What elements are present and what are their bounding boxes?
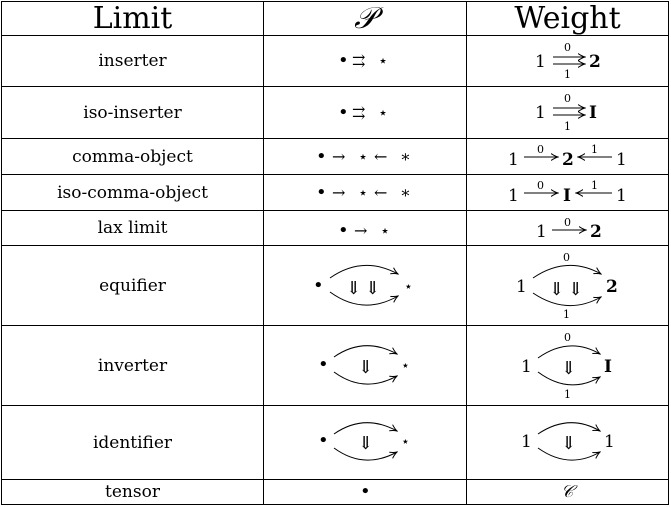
svg-text:⋆: ⋆: [401, 358, 410, 374]
p-tensor-diagram: •: [360, 481, 371, 502]
p-iso-inserter-diagram: • ⇉ ⋆: [338, 102, 388, 123]
svg-text:2: 2: [590, 222, 602, 242]
limit-name-equifier: equifier: [99, 275, 166, 296]
p-inverter-diagram: • ⇓ ⋆: [318, 345, 410, 385]
limit-name-identifier: identifier: [92, 432, 173, 453]
w-comma-object-diagram: 1 0 2 1 1: [508, 143, 627, 170]
svg-text:•: •: [316, 182, 327, 203]
p-target-star: ⋆: [378, 51, 388, 70]
w-iso-comma-object-diagram: 1 0 I 1 1: [508, 179, 627, 206]
w-inverter-diagram: 1 0 ⇓ 1 I: [521, 331, 612, 401]
svg-text:⋆: ⋆: [358, 147, 368, 166]
svg-text:1: 1: [563, 308, 570, 321]
svg-text:→: →: [354, 221, 367, 240]
header-weight: Weight: [514, 0, 621, 36]
svg-text:1: 1: [521, 432, 532, 452]
double-arrow-down-icon: ⇓: [549, 279, 564, 300]
svg-text:•: •: [338, 220, 349, 241]
svg-text:⋆: ⋆: [378, 103, 388, 122]
svg-text:•: •: [338, 102, 349, 123]
limit-name-lax-limit: lax limit: [97, 218, 168, 238]
p-source-dot: •: [338, 50, 349, 71]
w-identifier-diagram: 1 ⇓ 1: [521, 422, 615, 461]
limit-name-inserter: inserter: [98, 51, 167, 71]
svg-text:1: 1: [564, 388, 571, 401]
svg-text:2: 2: [606, 277, 618, 297]
p-identifier-diagram: • ⇓ ⋆: [318, 422, 410, 461]
svg-text:⋆: ⋆: [404, 279, 413, 295]
svg-text:1: 1: [536, 222, 547, 242]
svg-text:0: 0: [564, 92, 571, 105]
p-inserter-diagram: • ⇉ ⋆: [338, 50, 388, 71]
w-equifier-diagram: 1 0 ⇓ ⇓ 1 2: [516, 251, 618, 321]
svg-text:•: •: [313, 275, 324, 296]
svg-text:I: I: [589, 103, 597, 123]
w-tensor-diagram: 𝒞: [561, 482, 578, 502]
svg-text:∗: ∗: [400, 147, 411, 166]
svg-text:•: •: [360, 481, 371, 502]
svg-text:2: 2: [562, 150, 574, 170]
svg-text:•: •: [318, 430, 329, 451]
svg-text:0: 0: [537, 143, 544, 156]
p-iso-comma-object-diagram: • → ⋆ ← ∗: [316, 182, 411, 203]
p-parallel-arrows: ⇉: [352, 51, 365, 70]
limit-name-tensor: tensor: [105, 482, 160, 502]
limit-name-iso-inserter: iso-inserter: [83, 102, 182, 123]
svg-text:I: I: [604, 357, 612, 377]
svg-text:0: 0: [564, 331, 571, 344]
svg-text:⋆: ⋆: [380, 221, 390, 240]
svg-text:I: I: [563, 186, 571, 206]
svg-text:1: 1: [564, 68, 571, 81]
svg-text:1: 1: [616, 150, 627, 170]
limit-name-comma-object: comma-object: [72, 146, 193, 167]
double-arrow-down-icon: ⇓: [358, 433, 373, 454]
svg-text:•: •: [318, 354, 329, 375]
svg-text:1: 1: [508, 186, 519, 206]
svg-text:1: 1: [591, 143, 598, 156]
limit-name-inverter: inverter: [97, 355, 168, 376]
svg-text:1: 1: [508, 150, 519, 170]
svg-text:0: 0: [564, 41, 571, 54]
p-equifier-diagram: • ⇓ ⇓ ⋆: [313, 264, 413, 306]
double-arrow-down-icon: ⇓: [358, 357, 373, 378]
svg-text:2: 2: [589, 52, 601, 72]
double-arrow-down-icon: ⇓: [568, 279, 583, 300]
double-arrow-down-icon: ⇓: [346, 278, 361, 299]
svg-text:⇉: ⇉: [352, 103, 365, 122]
svg-text:1: 1: [564, 120, 571, 133]
p-lax-limit-diagram: • → ⋆: [338, 220, 390, 241]
p-comma-object-diagram: • → ⋆ ← ∗: [316, 146, 411, 167]
svg-text:←: ←: [374, 183, 387, 202]
svg-text:0: 0: [537, 179, 544, 192]
svg-text:1: 1: [535, 52, 546, 72]
double-arrow-down-icon: ⇓: [365, 278, 380, 299]
svg-text:𝒞: 𝒞: [561, 482, 578, 502]
svg-text:⋆: ⋆: [401, 434, 410, 450]
w-lax-limit-diagram: 1 0 2: [536, 216, 602, 242]
w-inserter-diagram: 1 0 1 2: [535, 41, 601, 81]
svg-text:1: 1: [591, 179, 598, 192]
double-arrow-down-icon: ⇓: [561, 358, 576, 379]
svg-text:1: 1: [521, 357, 532, 377]
double-arrow-down-icon: ⇓: [561, 433, 576, 454]
svg-text:0: 0: [564, 216, 571, 229]
svg-text:•: •: [316, 146, 327, 167]
svg-text:1: 1: [604, 432, 615, 452]
limit-name-iso-comma-object: iso-comma-object: [57, 182, 208, 203]
svg-text:1: 1: [535, 103, 546, 123]
svg-text:←: ←: [374, 147, 387, 166]
svg-text:∗: ∗: [400, 183, 411, 202]
svg-text:1: 1: [516, 277, 527, 297]
w-iso-inserter-diagram: 1 0 1 I: [535, 92, 597, 133]
svg-text:⋆: ⋆: [358, 183, 368, 202]
svg-text:→: →: [332, 183, 345, 202]
svg-text:→: →: [332, 147, 345, 166]
header-p: 𝒫: [354, 0, 376, 36]
header-limit: Limit: [92, 0, 173, 36]
svg-text:0: 0: [563, 251, 570, 264]
svg-text:1: 1: [616, 186, 627, 206]
